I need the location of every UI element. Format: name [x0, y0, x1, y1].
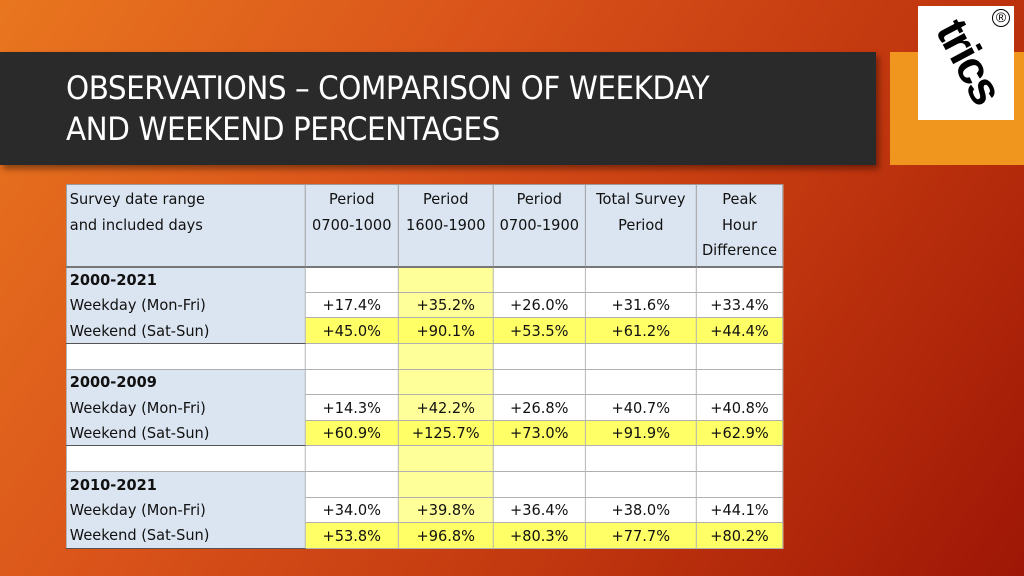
weekend-value: +90.1%: [397, 317, 494, 345]
group-heading-row: 2000-2021: [66, 266, 784, 293]
empty-cell: [397, 445, 494, 473]
weekday-label: Weekday (Mon-Fri): [66, 394, 306, 421]
empty-cell: [695, 368, 784, 396]
empty-cell: [584, 471, 697, 498]
weekday-value: +34.0%: [304, 496, 399, 524]
slide-title: OBSERVATIONS – COMPARISON OF WEEKDAY AND…: [66, 68, 784, 150]
weekend-value: +53.5%: [492, 317, 586, 345]
empty-cell: [304, 343, 399, 370]
weekend-value: +77.7%: [584, 522, 697, 549]
empty-cell: [492, 368, 586, 396]
empty-cell: [304, 266, 399, 293]
empty-cell: [584, 445, 697, 473]
weekend-row: Weekend (Sat-Sun) +45.0% +90.1% +53.5% +61.2…: [66, 317, 784, 345]
group-range: 2000-2009: [66, 368, 306, 395]
empty-cell: [695, 445, 784, 473]
empty-cell: [66, 343, 306, 370]
header-period-pm: Period 1600-1900: [397, 183, 494, 268]
weekday-value: +40.7%: [584, 394, 697, 421]
empty-cell: [584, 368, 697, 396]
weekday-row: Weekday (Mon-Fri) +14.3% +42.2% +26.8% +40.7…: [66, 394, 784, 421]
empty-cell: [397, 368, 494, 396]
weekday-value: +39.8%: [397, 496, 494, 524]
empty-cell: [304, 471, 399, 498]
spacer-row: [66, 445, 784, 473]
weekday-value: +44.1%: [695, 496, 784, 524]
header-period-day: Period 0700-1900: [492, 183, 586, 268]
empty-cell: [304, 445, 399, 473]
weekday-label: Weekday (Mon-Fri): [66, 292, 306, 318]
header-row: Survey date range and included days Perio…: [66, 183, 784, 268]
weekend-value: +80.2%: [695, 522, 784, 549]
weekday-row: Weekday (Mon-Fri) +17.4% +35.2% +26.0% +31.6…: [66, 291, 784, 319]
weekday-value: +40.8%: [695, 394, 784, 421]
title-line-1: OBSERVATIONS – COMPARISON OF WEEKDAY: [66, 69, 710, 107]
weekday-value: +36.4%: [492, 496, 586, 524]
weekend-value: +45.0%: [304, 317, 399, 345]
weekend-value: +91.9%: [584, 419, 697, 447]
weekend-value: +61.2%: [584, 317, 697, 345]
empty-cell: [397, 343, 494, 370]
empty-cell: [66, 445, 306, 473]
weekend-row: Weekend (Sat-Sun) +60.9% +125.7% +73.0% +91.…: [66, 419, 784, 447]
weekend-value: +62.9%: [695, 419, 784, 447]
empty-cell: [695, 266, 784, 293]
empty-cell: [695, 471, 784, 498]
weekday-value: +26.0%: [492, 291, 586, 319]
empty-cell: [695, 343, 784, 370]
header-survey-range: Survey date range and included days: [66, 183, 306, 268]
empty-cell: [492, 266, 586, 293]
weekday-label: Weekday (Mon-Fri): [66, 497, 306, 523]
title-line-2: AND WEEKEND PERCENTAGES: [66, 110, 500, 148]
comparison-table: Survey date range and included days Perio…: [66, 183, 784, 549]
empty-cell: [397, 471, 494, 498]
header-peak-hour: Peak Hour Difference: [695, 183, 784, 268]
weekend-value: +80.3%: [492, 522, 586, 549]
empty-cell: [304, 368, 399, 396]
empty-cell: [397, 266, 494, 293]
weekend-value: +96.8%: [397, 522, 494, 549]
weekend-label: Weekend (Sat-Sun): [66, 522, 306, 549]
weekend-row: Weekend (Sat-Sun) +53.8% +96.8% +80.3% +77.7…: [66, 522, 784, 549]
group-range: 2010-2021: [66, 471, 306, 498]
header-period-am: Period 0700-1000: [304, 183, 399, 268]
weekday-value: +17.4%: [304, 291, 399, 319]
weekend-value: +44.4%: [695, 317, 784, 345]
weekday-value: +42.2%: [397, 394, 494, 421]
group-range: 2000-2021: [66, 266, 306, 293]
header-total-survey: Total Survey Period: [584, 183, 697, 268]
weekday-value: +35.2%: [397, 291, 494, 319]
spacer-row: [66, 343, 784, 370]
weekend-label: Weekend (Sat-Sun): [66, 317, 306, 345]
empty-cell: [584, 343, 697, 370]
weekend-value: +60.9%: [304, 419, 399, 447]
weekend-value: +73.0%: [492, 419, 586, 447]
empty-cell: [492, 471, 586, 498]
weekend-value: +53.8%: [304, 522, 399, 549]
group-heading-row: 2000-2009: [66, 368, 784, 396]
group-heading-row: 2010-2021: [66, 471, 784, 498]
weekday-value: +14.3%: [304, 394, 399, 421]
title-bar: [0, 52, 876, 165]
trics-logo: trics ®: [918, 6, 1014, 120]
weekday-value: +31.6%: [584, 291, 697, 319]
empty-cell: [584, 266, 697, 293]
weekday-value: +26.8%: [492, 394, 586, 421]
weekday-row: Weekday (Mon-Fri) +34.0% +39.8% +36.4% +38.0…: [66, 496, 784, 524]
weekday-value: +38.0%: [584, 496, 697, 524]
empty-cell: [492, 445, 586, 473]
registered-mark: ®: [992, 9, 1010, 27]
weekend-label: Weekend (Sat-Sun): [66, 420, 306, 447]
empty-cell: [492, 343, 586, 370]
weekend-value: +125.7%: [397, 419, 494, 447]
weekday-value: +33.4%: [695, 291, 784, 319]
